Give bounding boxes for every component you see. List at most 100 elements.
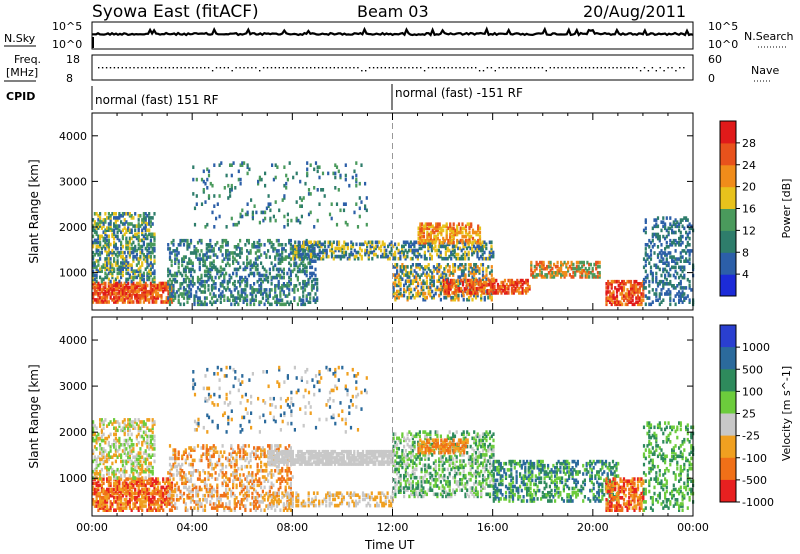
- power-cell: [151, 279, 154, 284]
- power-cell: [146, 244, 149, 249]
- power-cell: [113, 283, 116, 288]
- power-cell: [141, 292, 144, 296]
- power-cell: [92, 283, 95, 288]
- power-cell: [114, 212, 117, 216]
- power-cell: [474, 246, 477, 251]
- power-cell: [123, 218, 126, 222]
- velocity-cell: [153, 487, 156, 492]
- power-cell: [416, 256, 419, 261]
- power-cell: [277, 298, 280, 302]
- velocity-cell: [146, 491, 149, 496]
- power-cell: [107, 259, 110, 263]
- power-cell: [207, 275, 210, 280]
- power-cell: [655, 224, 658, 229]
- power-cell: [648, 261, 651, 265]
- velocity-cell: [121, 463, 124, 468]
- power-cell: [141, 261, 144, 265]
- power-cell: [411, 248, 414, 253]
- power-cell: [588, 262, 591, 267]
- power-ytick-label: 2000: [59, 221, 87, 234]
- power-cell: [683, 296, 686, 300]
- power-cell: [203, 253, 207, 257]
- power-cell: [230, 188, 233, 192]
- power-cell: [249, 261, 252, 265]
- power-cell: [551, 271, 554, 275]
- velocity-cell: [149, 498, 152, 502]
- power-cell: [270, 288, 273, 292]
- power-colorbar-label: 28: [742, 137, 756, 150]
- power-cell: [669, 298, 672, 302]
- velocity-cell: [170, 502, 173, 506]
- power-cell: [686, 277, 689, 282]
- power-cell: [418, 263, 421, 267]
- power-cell: [142, 257, 145, 261]
- power-cell: [676, 292, 679, 296]
- power-cell: [214, 253, 217, 257]
- velocity-cell: [139, 472, 142, 476]
- velocity-cell: [99, 447, 102, 451]
- power-cell: [184, 267, 187, 272]
- power-cell: [438, 265, 441, 269]
- power-cell: [621, 286, 624, 290]
- power-cell: [665, 277, 668, 282]
- velocity-cell: [92, 498, 95, 502]
- power-cell: [114, 218, 117, 222]
- power-cell: [253, 243, 256, 247]
- power-cell: [134, 232, 137, 237]
- power-cell: [460, 289, 463, 293]
- power-cell: [688, 257, 691, 261]
- power-cell: [444, 280, 447, 285]
- power-cell: [530, 266, 533, 271]
- power-cell: [493, 278, 496, 283]
- power-cell: [267, 202, 270, 206]
- velocity-cell: [113, 500, 116, 504]
- velocity-cell: [109, 508, 112, 512]
- power-cell: [288, 255, 291, 259]
- power-cell: [644, 269, 647, 274]
- power-cell: [422, 240, 425, 245]
- velocity-cell: [135, 434, 138, 439]
- power-cell: [574, 273, 577, 277]
- power-cell: [669, 255, 672, 259]
- power-cell: [636, 302, 640, 307]
- velocity-cell: [114, 481, 117, 486]
- power-cell: [230, 275, 233, 280]
- velocity-cell: [127, 459, 130, 464]
- power-cell: [219, 296, 222, 300]
- power-cell: [209, 261, 212, 265]
- power-cell: [218, 163, 221, 167]
- power-cell: [95, 273, 98, 278]
- power-cell: [128, 240, 131, 245]
- velocity-cell: [116, 496, 119, 500]
- velocity-cell: [107, 508, 110, 512]
- velocity-cell: [123, 430, 126, 435]
- power-cell: [213, 194, 216, 198]
- power-cell: [442, 284, 445, 289]
- power-cell: [237, 279, 240, 284]
- power-cell: [275, 238, 278, 243]
- power-cell: [174, 292, 177, 296]
- power-cell: [461, 282, 465, 287]
- power-cell: [106, 275, 109, 280]
- power-cell: [279, 298, 282, 302]
- power-cell: [209, 249, 212, 253]
- velocity-cell: [97, 502, 100, 506]
- power-cell: [667, 245, 670, 249]
- power-cell: [242, 290, 245, 294]
- power-cell: [662, 269, 665, 274]
- power-cell: [305, 269, 308, 274]
- power-cell: [109, 216, 112, 220]
- power-cell: [247, 238, 250, 243]
- power-cell: [281, 298, 284, 302]
- power-cell: [556, 269, 559, 273]
- power-cell: [111, 292, 114, 296]
- freq-point: [475, 67, 477, 69]
- power-cell: [470, 278, 473, 283]
- power-cell: [313, 242, 316, 247]
- power-cell: [392, 273, 395, 277]
- power-cell: [104, 267, 107, 271]
- power-cell: [348, 256, 351, 261]
- power-cell: [381, 252, 384, 257]
- power-cell: [104, 257, 107, 261]
- power-cell: [476, 265, 479, 269]
